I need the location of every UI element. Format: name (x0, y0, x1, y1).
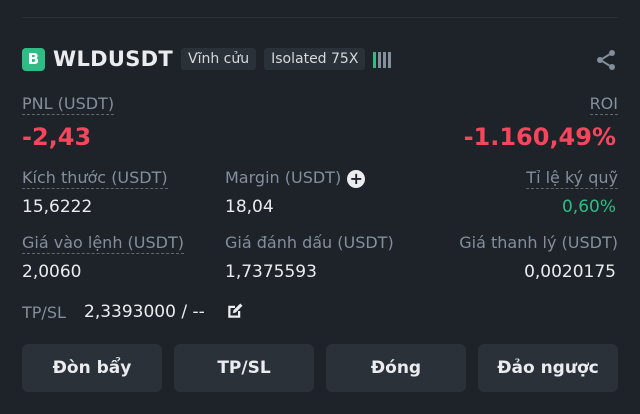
margin-value: 18,04 (225, 197, 274, 217)
margin-mode-tag: Isolated 75X (264, 48, 366, 70)
pnl-label[interactable]: PNL (USDT) (22, 94, 115, 115)
symbol-name[interactable]: WLDUSDT (53, 47, 174, 71)
tpsl-button[interactable]: TP/SL (174, 344, 314, 392)
liq-price-value: 0,0020175 (524, 262, 616, 282)
leverage-bars-icon (373, 50, 392, 68)
margin-label: Margin (USDT) (225, 168, 342, 187)
mark-price-value: 1,7375593 (225, 262, 317, 282)
position-header: B WLDUSDT Vĩnh cửu Isolated 75X (22, 46, 618, 72)
size-value: 15,6222 (22, 197, 93, 217)
roi-value: -1.160,49% (463, 123, 616, 151)
liq-price-label: Giá thanh lý (USDT) (459, 233, 618, 252)
top-divider (22, 17, 618, 18)
edit-icon[interactable] (226, 302, 244, 320)
tpsl-value: 2,3393000 / -- (84, 302, 205, 322)
entry-price-value: 2,0060 (22, 262, 82, 282)
close-position-button[interactable]: Đóng (326, 344, 466, 392)
leverage-button[interactable]: Đòn bẩy (22, 344, 162, 392)
margin-ratio-value: 0,60% (561, 197, 616, 217)
contract-type-tag: Vĩnh cửu (181, 48, 257, 70)
mark-price-label: Giá đánh dấu (USDT) (225, 233, 394, 252)
pnl-value: -2,43 (22, 123, 92, 151)
margin-ratio-label[interactable]: Tỉ lệ ký quỹ (526, 168, 618, 189)
share-icon[interactable] (594, 48, 618, 72)
tpsl-label: TP/SL (22, 303, 66, 322)
side-badge: B (22, 47, 45, 71)
reverse-position-button[interactable]: Đảo ngược (478, 344, 618, 392)
roi-label[interactable]: ROI (589, 94, 618, 115)
entry-price-label[interactable]: Giá vào lệnh (USDT) (22, 233, 184, 254)
plus-circle-icon[interactable]: + (347, 169, 366, 188)
size-label[interactable]: Kích thước (USDT) (22, 168, 168, 189)
